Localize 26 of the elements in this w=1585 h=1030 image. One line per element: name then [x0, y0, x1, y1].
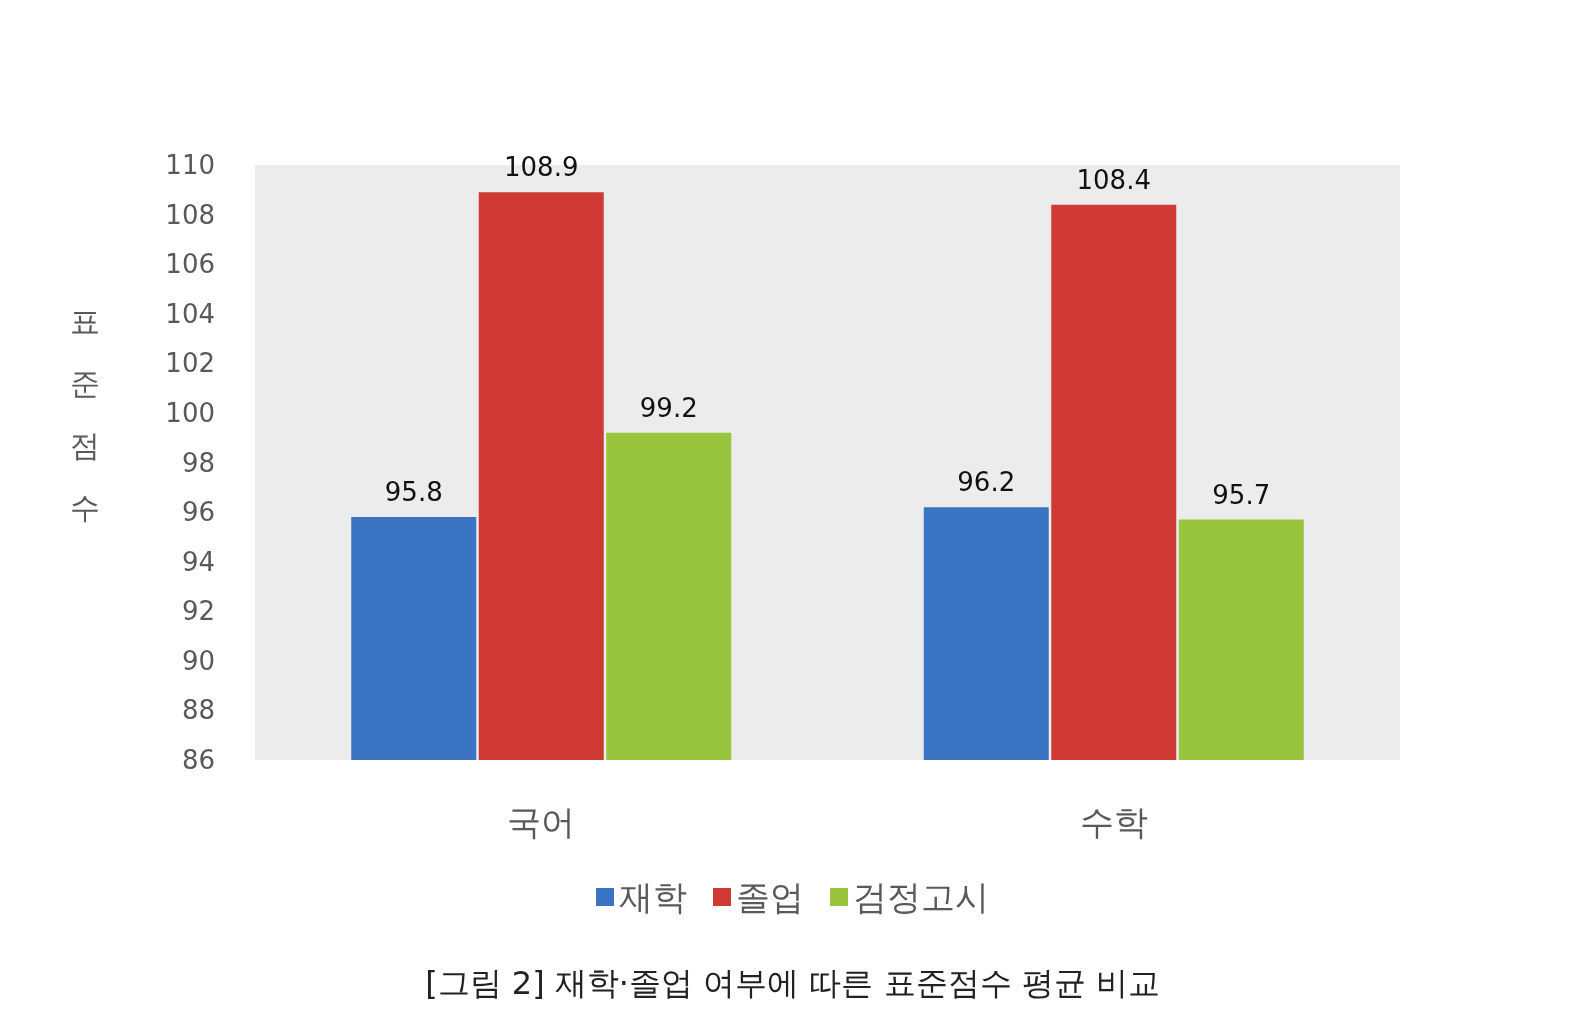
legend-label: 검정고시	[853, 877, 989, 917]
data-label: 99.2	[639, 392, 698, 423]
x-tick-label: 수학	[1079, 802, 1148, 842]
y-tick-label: 94	[181, 546, 215, 577]
y-tick-label: 86	[181, 745, 215, 775]
y-tick-label: 96	[181, 497, 215, 528]
y-tick-label: 92	[181, 596, 215, 627]
y-tick-label: 88	[181, 695, 215, 726]
data-label: 95.7	[1212, 479, 1271, 510]
text: [그림 2] 재학·졸업 여부에 따른 표준점수 평균 비교	[425, 964, 1160, 1002]
y-tick-label: 106	[165, 249, 215, 280]
y-tick-label: 102	[165, 348, 215, 379]
y-axis-title: 표준점수	[70, 303, 100, 525]
y-tick-label: 98	[181, 447, 215, 478]
data-label: 108.4	[1076, 164, 1151, 195]
y-tick-label: 104	[165, 298, 215, 329]
data-label: 108.9	[504, 152, 579, 183]
legend-label: 졸업	[736, 877, 804, 917]
y-tick-label: 110	[165, 150, 215, 180]
x-tick-label: 국어	[507, 802, 576, 842]
y-tick-label: 108	[165, 199, 215, 230]
y-tick-label: 100	[165, 397, 215, 428]
data-label: 96.2	[957, 467, 1016, 498]
data-label: 95.8	[384, 477, 443, 508]
y-tick-label: 90	[181, 645, 215, 676]
legend-label: 재학	[619, 877, 687, 917]
